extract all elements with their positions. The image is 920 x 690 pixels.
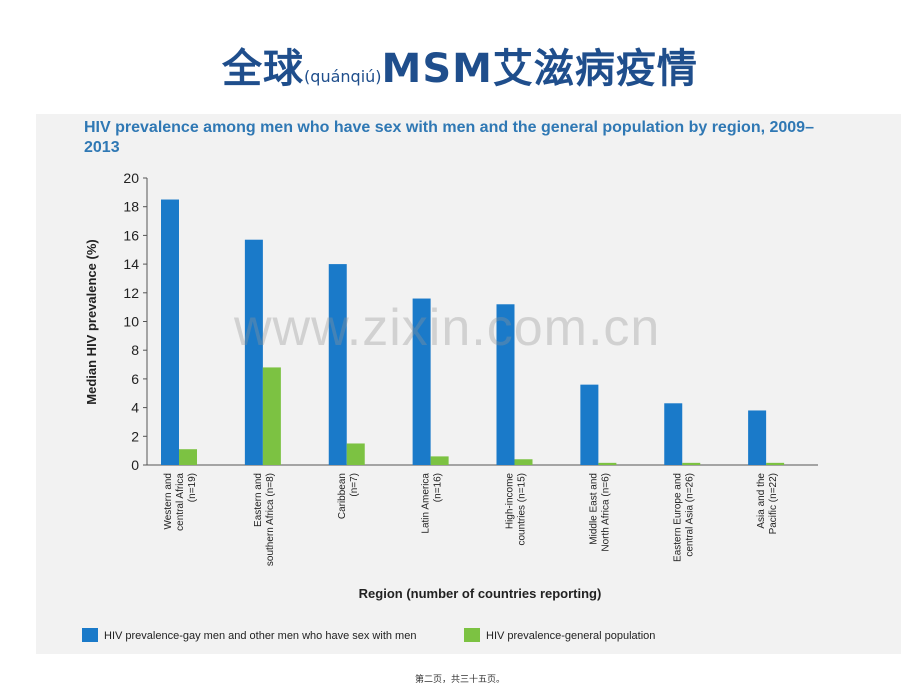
x-tick-label-line: central Asia (n=26) — [684, 473, 695, 557]
x-tick-label-line: Latin America — [421, 473, 432, 534]
bar-general-population — [766, 462, 785, 465]
y-tick-label: 12 — [123, 285, 139, 301]
legend-label: HIV prevalence-general population — [486, 630, 655, 642]
x-tick-label-line: North Africa (n=6) — [600, 473, 611, 552]
bar-msm — [580, 384, 599, 465]
x-tick-label: Eastern andsouthern Africa (n=8) — [253, 473, 276, 566]
legend-label: HIV prevalence-gay men and other men who… — [104, 630, 416, 642]
x-tick-label: Asia and thePacific (n=22) — [756, 473, 779, 535]
chart-title: HIV prevalence among men who have sex wi… — [84, 119, 814, 156]
x-tick-label-line: High-income — [505, 473, 516, 530]
x-tick-label-line: Western and — [163, 473, 174, 530]
x-tick-label-line: Caribbean — [337, 473, 348, 519]
bar-msm — [496, 304, 515, 465]
bar-general-population — [346, 443, 365, 465]
page-footer: 第二页，共三十五页。 — [414, 675, 505, 685]
x-tick-label-line: southern Africa (n=8) — [265, 473, 276, 566]
bar-general-population — [262, 367, 281, 465]
bar-msm — [328, 264, 347, 465]
y-tick-label: 8 — [131, 342, 139, 358]
x-tick-label: Middle East andNorth Africa (n=6) — [588, 473, 611, 552]
x-tick-label-line: central Africa — [175, 473, 186, 531]
x-tick-label-line: Middle East and — [588, 473, 599, 545]
bar-msm — [161, 199, 179, 465]
y-tick-label: 16 — [123, 227, 139, 243]
bar-general-population — [179, 449, 197, 465]
bar-general-population — [598, 462, 617, 465]
bar-msm — [664, 403, 683, 465]
bar-general-population — [514, 459, 533, 465]
x-tick-label-line: Pacific (n=22) — [768, 473, 779, 534]
title-pinyin: (quánqiú) — [304, 67, 382, 86]
x-tick-label-line: (n=19) — [187, 473, 198, 502]
title-rest: MSM艾滋病疫情 — [381, 46, 698, 92]
bar-msm — [748, 410, 767, 465]
bar-general-population — [682, 462, 701, 465]
x-axis-title: Region (number of countries reporting) — [359, 586, 602, 601]
x-tick-label: Caribbean(n=7) — [337, 473, 360, 519]
watermark: www.zixin.com.cn — [234, 299, 661, 357]
chart-panel — [36, 114, 901, 654]
bar-general-population — [430, 456, 449, 465]
x-tick-label: Latin America(n=16) — [421, 473, 444, 534]
y-tick-label: 14 — [123, 256, 139, 272]
legend-swatch — [464, 628, 480, 642]
y-tick-label: 6 — [131, 371, 139, 387]
bar-msm — [412, 298, 431, 465]
x-tick-label-line: (n=7) — [349, 473, 360, 497]
y-tick-label: 20 — [123, 170, 139, 186]
x-tick-label-line: countries (n=15) — [517, 473, 528, 546]
x-tick-label-line: Asia and the — [756, 473, 767, 529]
y-tick-label: 4 — [131, 400, 139, 416]
x-tick-label: High-incomecountries (n=15) — [505, 473, 528, 546]
y-axis-title: Median HIV prevalence (%) — [84, 239, 99, 404]
legend-swatch — [82, 628, 98, 642]
bar-msm — [244, 239, 263, 465]
y-tick-label: 0 — [131, 457, 139, 473]
y-tick-label: 10 — [123, 314, 139, 330]
x-tick-label-line: Eastern Europe and — [672, 473, 683, 562]
title-main: 全球 — [222, 46, 305, 92]
x-tick-label-line: Eastern and — [253, 473, 264, 527]
x-tick-label: Western andcentral Africa(n=19) — [163, 473, 198, 531]
y-tick-label: 18 — [123, 199, 139, 215]
x-tick-label: Eastern Europe andcentral Asia (n=26) — [672, 473, 695, 562]
x-tick-label-line: (n=16) — [433, 473, 444, 502]
slide-title: 全球(quánqiú)MSM艾滋病疫情 — [0, 36, 920, 94]
y-tick-label: 2 — [131, 428, 139, 444]
